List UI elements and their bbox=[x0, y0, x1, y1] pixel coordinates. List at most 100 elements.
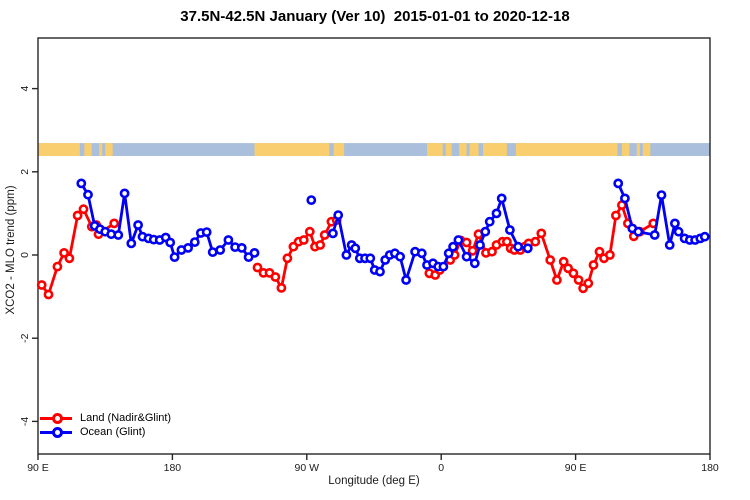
ocean-data-point bbox=[249, 247, 260, 258]
map-band-land-segment bbox=[105, 143, 113, 156]
land-data-point bbox=[59, 247, 69, 258]
land-data-point bbox=[298, 235, 309, 245]
land-data-point bbox=[594, 246, 605, 257]
legend-label: Ocean (Glint) bbox=[80, 426, 146, 438]
ocean-data-point bbox=[504, 225, 515, 235]
land-data-point bbox=[568, 268, 579, 279]
ocean-data-point bbox=[133, 220, 143, 230]
x-tick-label: 180 bbox=[701, 462, 719, 474]
map-band-land-segment bbox=[459, 143, 467, 156]
land-data-point bbox=[52, 261, 63, 272]
legend: Land (Nadir&Glint) Ocean (Glint) bbox=[40, 411, 171, 439]
ocean-data-point bbox=[443, 248, 454, 259]
land-data-point bbox=[36, 280, 47, 290]
map-band-land-segment bbox=[483, 143, 507, 156]
axes: 90 E 180 90 W 0 90 E 180 -4 -2 0 2 4 bbox=[19, 37, 719, 474]
ocean-data-point bbox=[633, 226, 644, 237]
ocean-data-point bbox=[416, 248, 427, 259]
ocean-data-point bbox=[341, 250, 352, 260]
map-band-land-segment bbox=[99, 143, 103, 156]
ocean-data-point bbox=[453, 235, 464, 245]
x-tick-label: 180 bbox=[164, 462, 182, 474]
ocean-data-point bbox=[670, 218, 680, 229]
ocean-data-point bbox=[113, 230, 124, 240]
map-band-land-segment bbox=[515, 143, 618, 156]
land-data-point bbox=[64, 253, 75, 264]
land-data-point bbox=[530, 236, 541, 247]
land-data-point bbox=[43, 289, 54, 300]
land-data-point bbox=[583, 278, 594, 289]
land-data-point bbox=[605, 250, 615, 260]
ocean-data-point bbox=[169, 252, 180, 262]
y-tick-label: 0 bbox=[19, 252, 31, 258]
ocean-data-point bbox=[165, 237, 176, 248]
ocean-data-point bbox=[215, 245, 226, 255]
land-line bbox=[40, 207, 116, 296]
land-data-point bbox=[545, 255, 556, 265]
x-tick-label: 90 E bbox=[565, 462, 587, 474]
ocean-data-point bbox=[83, 189, 93, 200]
land-data-point bbox=[588, 260, 599, 270]
ocean-data-point bbox=[327, 228, 338, 239]
y-tick-label: 4 bbox=[19, 86, 31, 92]
land-data-point bbox=[573, 275, 584, 285]
land-data-point bbox=[78, 204, 89, 215]
land-data-point bbox=[467, 245, 478, 256]
ocean-data-point bbox=[522, 243, 533, 254]
ocean-data-point bbox=[76, 178, 87, 189]
land-data-point bbox=[487, 246, 497, 257]
land-data-point bbox=[282, 253, 293, 264]
ocean-data-point bbox=[236, 242, 247, 253]
map-band-land-segment bbox=[427, 143, 443, 156]
ocean-data-point bbox=[699, 231, 710, 242]
ocean-marker-icon bbox=[40, 426, 72, 438]
ocean-data-point bbox=[126, 238, 137, 249]
ocean-data-point bbox=[201, 227, 212, 237]
land-data-point bbox=[319, 230, 330, 240]
ocean-data-point bbox=[306, 195, 317, 205]
ocean-data-point bbox=[333, 210, 344, 220]
ocean-data-point bbox=[375, 266, 385, 277]
land-data-point bbox=[252, 262, 263, 273]
x-axis-title: Longitude (deg E) bbox=[328, 475, 420, 487]
land-data-point bbox=[270, 272, 281, 282]
land-data-point bbox=[611, 210, 621, 221]
land-data-point bbox=[552, 275, 562, 285]
ocean-data-point bbox=[448, 241, 458, 252]
ocean-data-point bbox=[469, 258, 480, 269]
ocean-data-point bbox=[496, 193, 507, 204]
ocean-data-point bbox=[480, 226, 491, 237]
x-tick-label: 90 E bbox=[27, 462, 49, 474]
ocean-data-point bbox=[395, 251, 405, 262]
map-band-land-segment bbox=[469, 143, 479, 156]
ocean-data-point bbox=[513, 241, 523, 252]
y-tick-label: -2 bbox=[19, 333, 31, 342]
ocean-data-point bbox=[461, 251, 472, 262]
ocean-data-point bbox=[656, 190, 667, 200]
legend-item-ocean: Ocean (Glint) bbox=[40, 425, 171, 439]
ocean-data-point bbox=[438, 261, 449, 272]
land-marker-icon bbox=[40, 412, 72, 424]
y-tick-label: 2 bbox=[19, 169, 31, 175]
legend-label: Land (Nadir&Glint) bbox=[80, 412, 172, 424]
y-tick-label: -4 bbox=[19, 417, 31, 426]
land-data-point bbox=[276, 282, 287, 293]
map-band-land-segment bbox=[38, 143, 80, 156]
land-data-point bbox=[304, 226, 315, 237]
ocean-data-point bbox=[673, 226, 684, 237]
ocean-data-point bbox=[183, 242, 193, 253]
x-tick-label: 90 W bbox=[295, 462, 320, 474]
land-data-point bbox=[109, 218, 120, 229]
legend-item-land: Land (Nadir&Glint) bbox=[40, 411, 171, 425]
land-data-point bbox=[461, 237, 472, 248]
map-band-land-segment bbox=[642, 143, 651, 156]
map-band-land-segment bbox=[636, 143, 640, 156]
map-band-land-segment bbox=[254, 143, 330, 156]
ocean-data-point bbox=[350, 243, 361, 254]
map-band-land-segment bbox=[333, 143, 345, 156]
ocean-data-point bbox=[620, 193, 630, 204]
ocean-data-point bbox=[223, 235, 234, 245]
ocean-data-point bbox=[401, 275, 411, 285]
